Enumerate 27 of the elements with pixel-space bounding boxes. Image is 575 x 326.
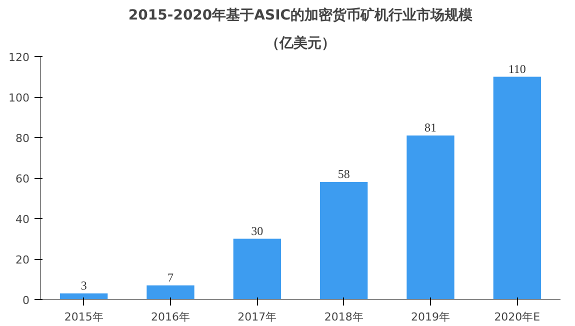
data-label: 81	[424, 120, 436, 134]
x-tick-label: 2020年E	[494, 310, 540, 324]
y-tick-label: 40	[16, 213, 30, 226]
data-label: 110	[508, 62, 526, 76]
x-tick-label: 2018年	[324, 310, 364, 324]
bar	[320, 182, 368, 300]
x-tick-label: 2019年	[411, 310, 450, 324]
y-tick-label: 0	[22, 294, 30, 307]
bar	[406, 135, 454, 300]
y-tick-label: 100	[8, 92, 30, 104]
bar	[493, 76, 541, 300]
data-label: 3	[80, 278, 87, 292]
bar	[233, 238, 281, 300]
chart-title: 2015-2020年基于ASIC的加密货币矿机行业市场规模	[128, 6, 474, 24]
y-tick-label: 80	[16, 132, 30, 145]
data-label: 7	[168, 270, 174, 284]
bar	[146, 285, 194, 300]
y-tick-label: 60	[16, 172, 30, 186]
chart-subtitle: （亿美元）	[266, 34, 336, 52]
y-tick-label: 20	[16, 254, 30, 266]
x-tick-label: 2015年	[64, 310, 104, 324]
bar	[60, 293, 108, 300]
x-tick-label: 2017年	[238, 310, 277, 324]
data-label: 58	[338, 167, 350, 182]
x-tick-label: 2016年	[151, 310, 190, 324]
y-tick-label: 120	[8, 51, 30, 64]
data-label: 30	[251, 224, 264, 238]
